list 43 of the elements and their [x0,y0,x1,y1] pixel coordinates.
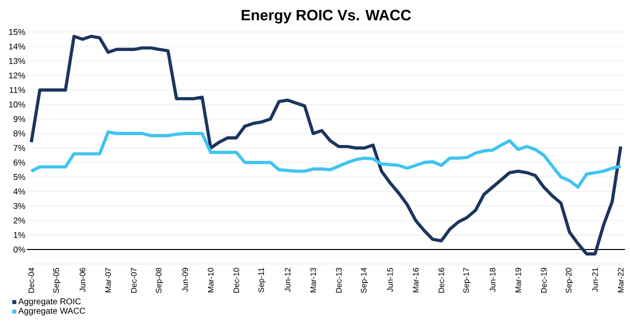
x-tick-label: Dec-04 [28,268,34,293]
x-tick-label: Jun-12 [284,268,290,292]
y-tick-label: 9% [14,116,26,122]
y-tick-label: 2% [14,218,26,224]
x-tick-label: Mar-16 [412,268,419,292]
y-tick-label: 6% [14,159,26,166]
y-tick-label: 5% [14,174,26,180]
y-tick-label: 7% [14,145,26,151]
x-tick-label: Mar-13 [310,268,316,292]
y-tick-label: 12% [9,72,26,78]
y-tick-label: 4% [13,188,26,194]
y-tick-label: 3% [14,202,26,209]
x-tick-label: Sep-08 [156,268,164,293]
x-tick-label: Dec-13 [336,268,342,293]
y-tick-label: 13% [9,58,26,64]
y-tick-label: 8% [14,130,26,136]
x-tick-label: Sep-20 [566,268,574,293]
chart-title: Energy ROIC Vs. WACC [242,10,411,24]
x-tick-label: Jun-06 [80,268,86,292]
x-tick-label: Mar-22 [618,268,624,292]
x-tick-label: Sep-05 [53,268,61,293]
x-tick-label: Dec-16 [438,268,444,293]
y-tick-label: 1% [14,232,26,238]
x-tick-label: Jun-09 [182,268,188,292]
x-tick-label: Mar-19 [515,268,522,292]
legend-label: Aggregate WACC [18,308,86,316]
x-tick-label: Sep-11 [258,268,266,292]
x-tick-label: Dec-07 [130,268,137,293]
x-tick-label: Sep-14 [360,268,368,293]
y-tick-label: 11% [10,87,26,93]
x-tick-label: Jun-21 [592,268,598,292]
y-tick-label: 0% [14,246,26,252]
x-tick-label: Mar-07 [105,268,111,292]
x-tick-label: Mar-10 [208,268,214,292]
x-tick-label: Dec-19 [541,268,547,293]
y-tick-label: 10% [9,101,26,108]
x-tick-label: Dec-10 [233,268,240,293]
y-tick-label: 15% [9,29,26,35]
x-tick-label: Jun-15 [387,268,393,292]
x-tick-label: Jun-18 [490,268,496,292]
x-tick-label: Sep-17 [463,268,471,293]
y-tick-label: 14% [9,44,26,50]
legend-label: Aggregate ROIC [18,298,81,306]
